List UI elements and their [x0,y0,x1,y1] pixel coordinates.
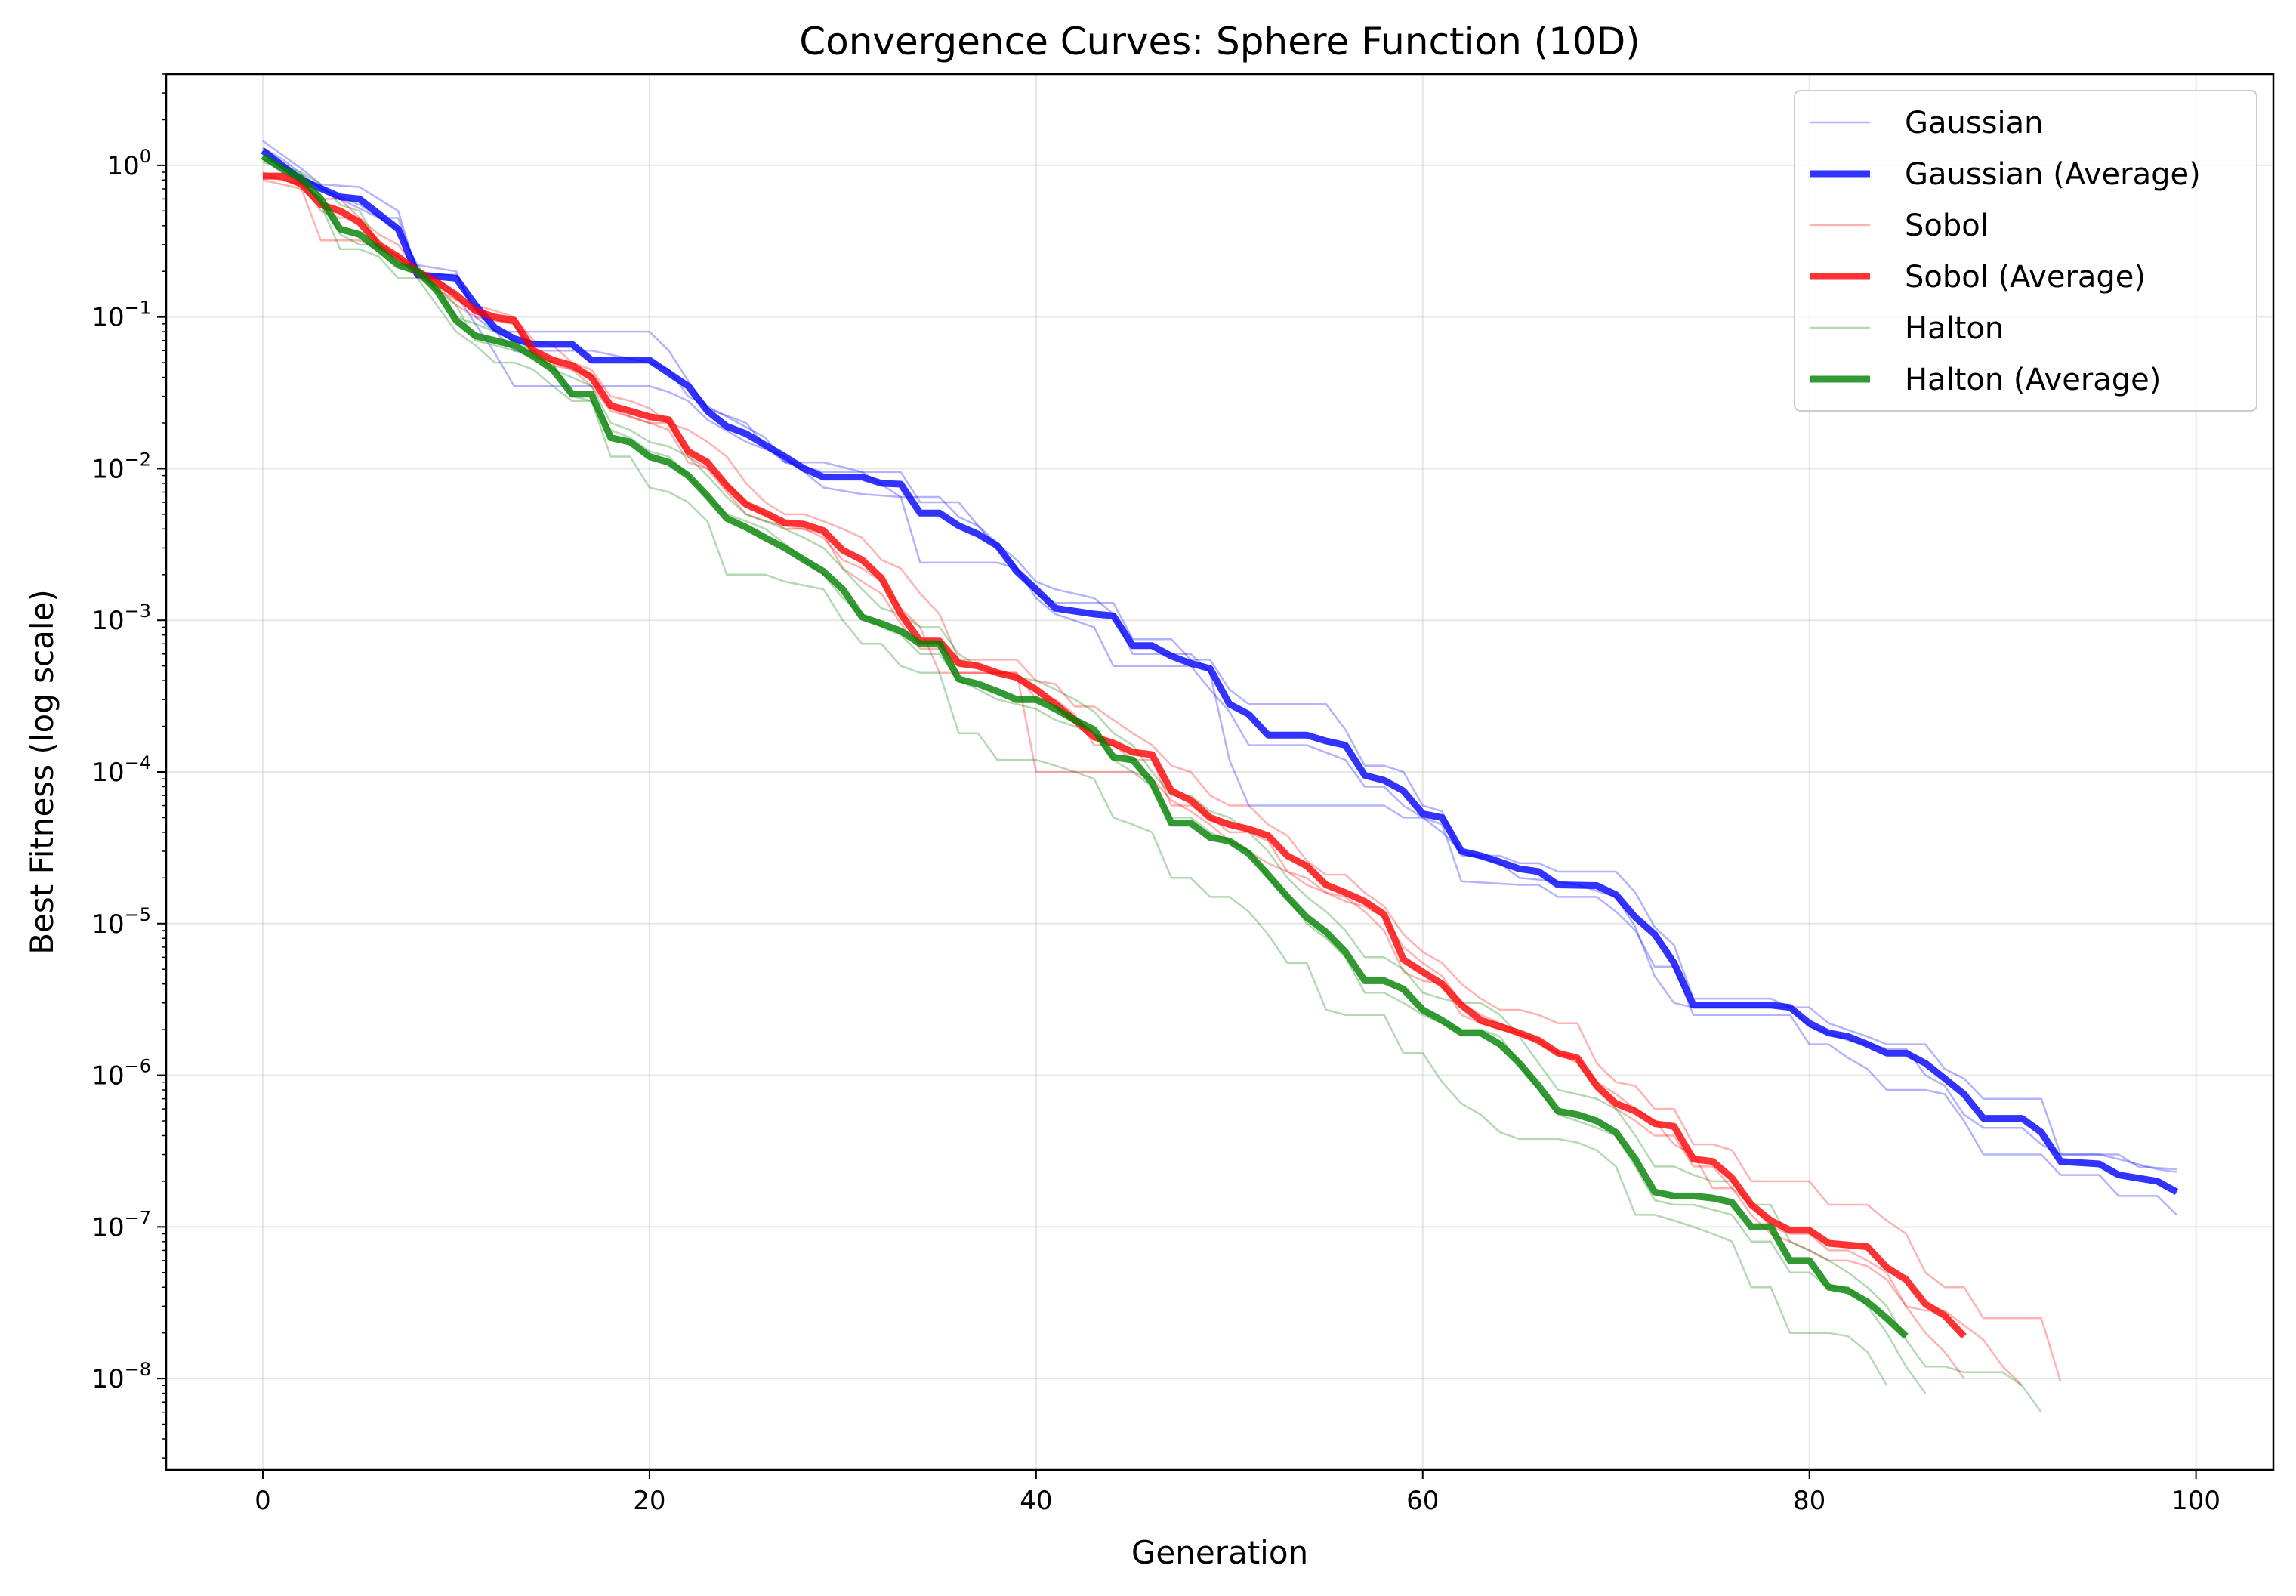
y-tick-label: 10−7 [91,1207,151,1243]
series-line-gaussian [262,158,2177,1173]
y-tick-label: 10−2 [91,449,151,484]
grid [166,74,2273,1470]
y-tick-label: 10−8 [91,1359,151,1394]
legend-label: Gaussian (Average) [1905,157,2201,192]
legend: Gaussian Gaussian (Average) Sobol Sobol (Av… [1794,90,2257,412]
legend-label: Sobol (Average) [1905,260,2146,295]
x-axis-title: Generation [1131,1534,1308,1571]
series-line-gaussian [262,147,2177,1216]
x-tick-label: 80 [1793,1486,1825,1516]
y-tick-label: 10−5 [91,904,151,940]
y-tick-label: 100 [106,146,151,181]
y-tick-label: 10−6 [91,1056,151,1091]
series-line-gaussian-average [261,147,2179,1196]
y-tick-label: 10−4 [91,752,151,788]
x-tick-label: 20 [633,1486,665,1516]
y-axis-title: Best Fitness (log scale) [23,589,60,955]
legend-label: Sobol [1905,208,1989,243]
legend-label: Halton (Average) [1905,363,2161,397]
x-tick-label: 0 [255,1486,271,1516]
series-line-halton [262,161,1888,1386]
legend-box [1794,90,2257,412]
x-tick-label: 60 [1406,1486,1439,1516]
y-tick-label: 10−1 [91,298,151,333]
x-tick-label: 40 [1020,1486,1052,1516]
y-tick-label: 10−3 [91,600,151,636]
series-line-sobol [262,179,2023,1387]
series-line-sobol [262,174,2062,1382]
series-line-halton-average [261,153,1909,1339]
chart-title: Convergence Curves: Sphere Function (10D… [799,20,1640,63]
series-lines [261,140,2179,1413]
legend-label: Gaussian [1905,106,2044,140]
legend-label: Halton [1905,311,2004,346]
axis-ticks: 0 20 40 60 80 100 100 10−1 10−2 10−3 10−4 10−5 10−6 1… [91,73,2220,1516]
x-tick-label: 100 [2171,1486,2220,1516]
